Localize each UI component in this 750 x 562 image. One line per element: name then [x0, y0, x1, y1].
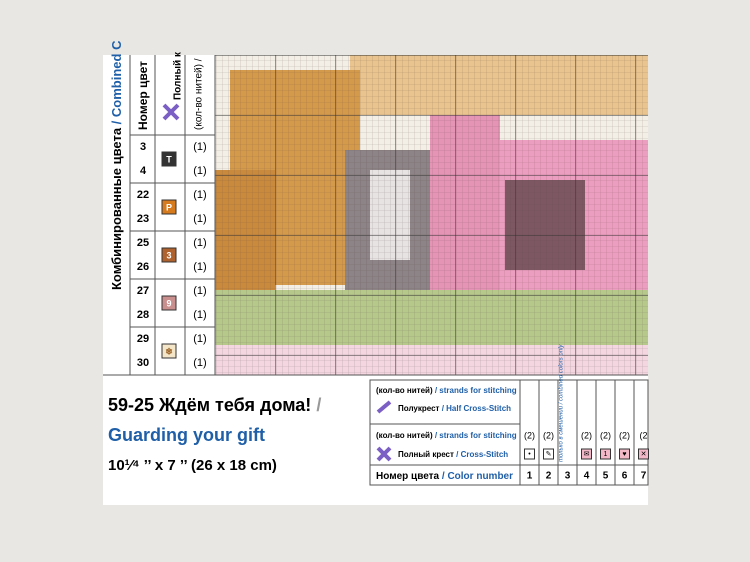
col-number: Номер цвет — [136, 61, 150, 130]
title-block: 59-25 Ждём тебя дома! / Guarding your gi… — [108, 395, 321, 474]
color-number: 4 — [140, 165, 147, 177]
symbol: T — [166, 154, 172, 164]
column-symbol: ✕ — [641, 451, 647, 458]
color-number: 3 — [140, 141, 146, 153]
svg-text:Полный крест / Cross-Stitch: Полный крест / Cross-Stitch — [398, 450, 508, 459]
strands: (1) — [193, 189, 206, 201]
symbol-box — [161, 199, 177, 215]
strands: (1) — [193, 213, 206, 225]
svg-text:(кол-во нитей) / strands for s: (кол-во нитей) / strands for stitching — [376, 431, 517, 440]
color-number: 29 — [137, 333, 149, 345]
column-strands: (2 — [639, 430, 647, 440]
symbol-box — [524, 448, 535, 460]
cross-icon — [162, 103, 180, 121]
column-strands: (2) — [543, 430, 554, 440]
col-full: Полный к — [173, 51, 184, 100]
strands-ru: (кол-во нитей) — [376, 386, 433, 395]
title-ru: 59-25 Ждём тебя дома! — [108, 395, 311, 415]
column-number: 2 — [546, 471, 552, 482]
full-ru: Полный крест — [398, 450, 454, 459]
color-number: 25 — [137, 237, 149, 249]
key-table: (кол-во нитей) / strands for stitching П… — [369, 344, 649, 486]
svg-text:(кол-во нитей) / strands for s: (кол-во нитей) / strands for stitching — [376, 386, 517, 395]
symbol-box — [638, 448, 649, 460]
column-symbol: • — [528, 451, 531, 458]
header: Комбинированные цвета / Combined C — [109, 40, 124, 290]
svg-text:Полукрест / Half Cross-Stitch: Полукрест / Half Cross-Stitch — [398, 404, 511, 413]
column-symbol: 1 — [604, 451, 608, 458]
symbol-box — [581, 448, 592, 460]
strands-ru: (кол-во нитей) — [376, 431, 433, 440]
color-number: 27 — [137, 285, 149, 297]
symbol-box — [619, 448, 630, 460]
strands: (1) — [193, 261, 206, 273]
symbol-box — [161, 151, 177, 167]
symbol: 3 — [166, 250, 171, 260]
column-number: 1 — [527, 471, 533, 482]
pattern — [215, 55, 648, 375]
column-number: 4 — [584, 471, 590, 482]
column-strands: (2) — [581, 430, 592, 440]
column-number: 5 — [603, 471, 609, 482]
half-ru: Полукрест — [398, 404, 440, 413]
strands-en: / strands for stitching — [435, 386, 517, 395]
symbol-box — [600, 448, 611, 460]
size: 10¹⁄⁴ ’’ x 7 ’’ (26 x 18 cm) — [108, 457, 277, 474]
column-symbol: ✉ — [584, 451, 590, 458]
strands: (1) — [193, 165, 206, 177]
symbol-box — [161, 247, 177, 263]
full-en: / Cross-Stitch — [456, 450, 508, 459]
symbol-box — [161, 343, 177, 359]
number-en: / Color number — [442, 471, 513, 482]
column-strands: (2) — [619, 430, 630, 440]
column-symbol: ✎ — [546, 451, 552, 458]
symbol-box — [543, 448, 554, 460]
symbol: ❄ — [165, 346, 173, 356]
left-table: Комбинированные цвета / Combined C Номер… — [109, 40, 216, 376]
strands: (1) — [193, 141, 206, 153]
symbol: P — [166, 202, 172, 212]
strands: (1) — [193, 333, 206, 345]
symbol-box — [161, 295, 177, 311]
svg-text:Номер цвета / Color number: Номер цвета / Color number — [376, 471, 513, 482]
strands: (1) — [193, 285, 206, 297]
combined-note: только в смешении / combined colors only — [559, 344, 565, 462]
color-number: 30 — [137, 357, 149, 369]
column-number: 3 — [565, 471, 571, 482]
half-icon — [376, 400, 392, 414]
svg-text:59-25 Ждём тебя дома! /: 59-25 Ждём тебя дома! / — [108, 395, 321, 415]
title-slash: / — [316, 395, 321, 415]
color-number: 28 — [137, 309, 149, 321]
color-number: 23 — [137, 213, 149, 225]
column-strands: (2) — [600, 430, 611, 440]
strands: (1) — [193, 237, 206, 249]
header-ru: Комбинированные цвета — [109, 127, 124, 290]
strands-en: / strands for stitching — [435, 431, 517, 440]
symbol: 9 — [166, 298, 171, 308]
strands: (1) — [193, 357, 206, 369]
full-icon — [376, 446, 392, 462]
color-number: 26 — [137, 261, 149, 273]
column-strands: (2) — [524, 430, 535, 440]
column-symbol: ♥ — [622, 451, 626, 458]
header-en: / Combined C — [109, 40, 124, 124]
color-number: 22 — [137, 189, 149, 201]
strands: (1) — [193, 309, 206, 321]
col-strands: (кол-во нитей) / — [194, 58, 205, 130]
title-en: Guarding your gift — [108, 425, 265, 445]
number-ru: Номер цвета — [376, 471, 440, 482]
half-en: / Half Cross-Stitch — [442, 404, 511, 413]
column-number: 7 — [641, 471, 647, 482]
column-number: 6 — [622, 471, 628, 482]
